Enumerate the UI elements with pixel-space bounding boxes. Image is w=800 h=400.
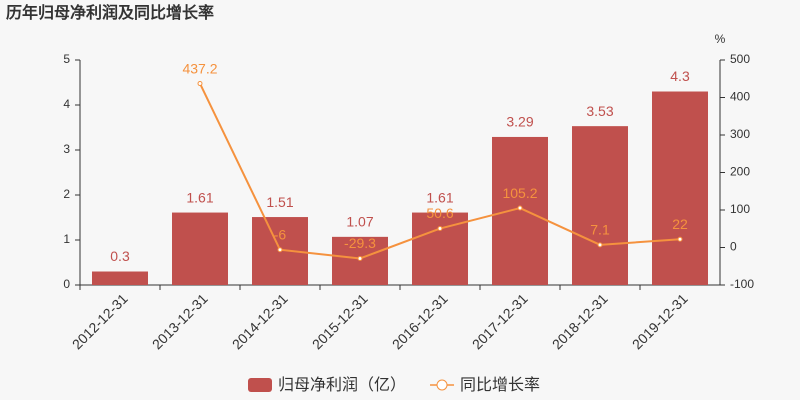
line-point [597, 242, 603, 248]
line-point [517, 205, 523, 211]
y2-tick-label: -100 [730, 277, 754, 291]
line-value-label: 437.2 [182, 60, 217, 76]
y-tick-label: 1 [63, 232, 70, 246]
bar [92, 271, 148, 285]
line-value-label: 22 [672, 216, 688, 232]
line-value-label: 50.6 [426, 205, 453, 221]
line-value-label: 7.1 [590, 222, 610, 238]
bar-value-label: 3.29 [506, 114, 533, 130]
bar-value-label: 1.61 [426, 189, 453, 205]
chart-title: 历年归母净利润及同比增长率 [6, 3, 214, 22]
bar-value-label: 4.3 [670, 68, 690, 84]
legend-swatch-marker [436, 379, 448, 391]
bar-value-label: 0.3 [110, 248, 130, 264]
line-point [277, 247, 283, 253]
bar [652, 91, 708, 285]
line-point [357, 255, 363, 261]
line-value-label: 105.2 [502, 185, 537, 201]
y-tick-label: 4 [63, 97, 70, 111]
line-point [197, 81, 203, 87]
y-tick-label: 5 [63, 52, 70, 66]
line-point [677, 236, 683, 242]
bar-value-label: 1.51 [266, 194, 293, 210]
y-tick-label: 3 [63, 142, 70, 156]
bar-value-label: 1.61 [186, 189, 213, 205]
y2-tick-label: 200 [730, 165, 750, 179]
bar-value-label: 1.07 [346, 214, 373, 230]
y2-tick-label: 100 [730, 202, 750, 216]
legend-label: 同比增长率 [460, 376, 540, 394]
y2-tick-label: 300 [730, 127, 750, 141]
line-value-label: -29.3 [344, 235, 376, 251]
line-point [437, 226, 443, 232]
line-value-label: -6 [274, 226, 287, 242]
legend-label: 归母净利润（亿） [278, 376, 406, 394]
y2-tick-label: 400 [730, 90, 750, 104]
y2-tick-label: 0 [730, 240, 737, 254]
legend-swatch [248, 378, 272, 392]
bar [172, 212, 228, 285]
y2-tick-label: 500 [730, 52, 750, 66]
y2-axis-label: % [715, 32, 726, 46]
y-tick-label: 0 [63, 277, 70, 291]
bar-value-label: 3.53 [586, 103, 613, 119]
bar [572, 126, 628, 286]
y-tick-label: 2 [63, 187, 70, 201]
bar [492, 136, 548, 285]
